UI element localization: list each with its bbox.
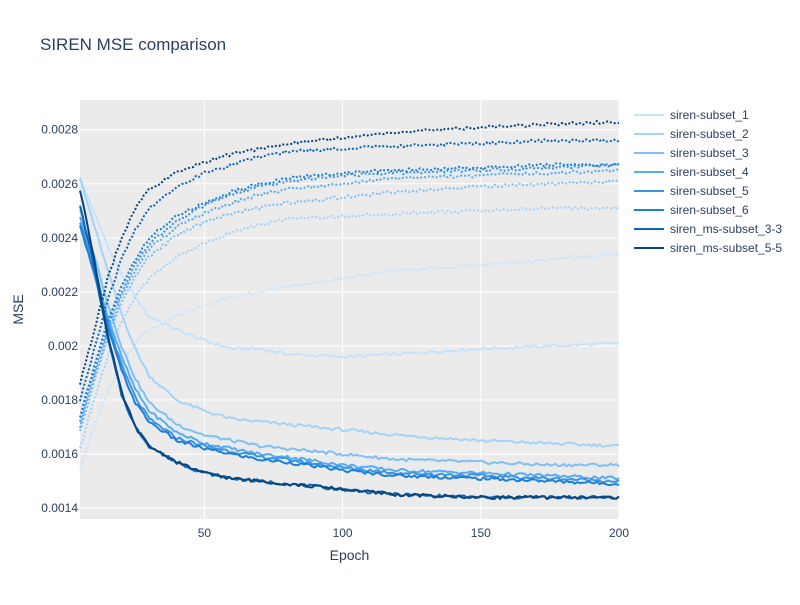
series-line-siren_ms-subset_3-3-dotted[interactable] [79, 138, 620, 402]
x-tick-label: 200 [609, 526, 629, 540]
y-tick-label: 0.0018 [41, 393, 78, 407]
series-line-siren-subset_3-solid[interactable] [79, 209, 620, 468]
y-tick-label: 0.0024 [41, 231, 78, 245]
series-line-siren-subset_5-dotted[interactable] [79, 162, 620, 422]
legend-item-siren-subset_3[interactable]: siren-subset_3 [634, 146, 749, 160]
series-line-siren_ms-subset_5-5-dotted[interactable] [79, 119, 620, 385]
legend-item-siren-subset_5[interactable]: siren-subset_5 [634, 184, 749, 198]
x-tick-label: 100 [333, 526, 353, 540]
legend-item-siren-subset_6[interactable]: siren-subset_6 [634, 203, 749, 217]
series-line-siren-subset_1-dotted[interactable] [79, 252, 620, 469]
legend-label: siren-subset_5 [670, 184, 749, 198]
x-tick-label: 150 [471, 526, 491, 540]
series-line-siren-subset_4-solid[interactable] [79, 216, 620, 481]
x-axis-label: Epoch [330, 547, 370, 563]
legend-label: siren-subset_6 [670, 203, 749, 217]
y-tick-label: 0.0016 [41, 447, 78, 461]
legend-item-siren_ms-subset_5-5[interactable]: siren_ms-subset_5-5 [634, 241, 782, 255]
y-axis-ticks: 0.0014 0.0016 0.0018 0.002 0.0022 0.0024 0.002… [41, 123, 78, 515]
legend-label: siren-subset_2 [670, 127, 749, 141]
legend-item-siren-subset_1[interactable]: siren-subset_1 [634, 108, 749, 122]
y-tick-label: 0.0022 [41, 285, 78, 299]
legend-item-siren-subset_4[interactable]: siren-subset_4 [634, 165, 749, 179]
series-line-siren-subset_4-dotted[interactable] [79, 168, 620, 429]
series-line-siren-subset_2-solid[interactable] [79, 178, 620, 448]
series-line-siren-subset_5-solid[interactable] [79, 222, 620, 484]
legend-label: siren_ms-subset_5-5 [670, 241, 782, 255]
series-lines [79, 119, 620, 500]
series-line-siren-subset_6-solid[interactable] [79, 225, 620, 487]
legend-item-siren-subset_2[interactable]: siren-subset_2 [634, 127, 749, 141]
legend-item-siren_ms-subset_3-3[interactable]: siren_ms-subset_3-3 [634, 222, 782, 236]
legend-label: siren_ms-subset_3-3 [670, 222, 782, 236]
legend-label: siren-subset_4 [670, 165, 749, 179]
legend-label: siren-subset_3 [670, 146, 749, 160]
series-line-siren-subset_6-dotted[interactable] [79, 162, 620, 418]
y-axis-label: MSE [10, 294, 26, 324]
y-tick-label: 0.002 [48, 339, 78, 353]
y-tick-label: 0.0014 [41, 501, 78, 515]
series-line-siren_ms-subset_5-5-solid[interactable] [79, 190, 620, 500]
chart-title: SIREN MSE comparison [40, 35, 226, 54]
y-tick-label: 0.0026 [41, 177, 78, 191]
y-tick-label: 0.0028 [41, 123, 78, 137]
x-tick-label: 50 [198, 526, 212, 540]
series-line-siren-subset_1-solid[interactable] [79, 176, 620, 360]
series-line-siren-subset_2-dotted[interactable] [79, 205, 620, 449]
legend[interactable]: siren-subset_1 siren-subset_2 siren-subset… [634, 108, 782, 255]
plot-area [80, 100, 619, 519]
x-axis-ticks: 50 100 150 200 [198, 526, 630, 540]
legend-label: siren-subset_1 [670, 108, 749, 122]
